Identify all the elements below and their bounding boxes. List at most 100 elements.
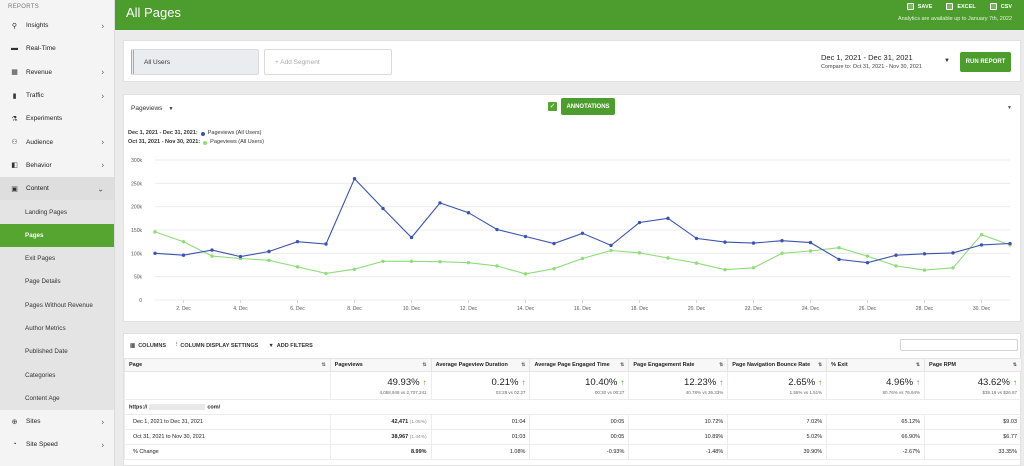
sort-icon[interactable]: ⇅ bbox=[817, 362, 823, 368]
data-point-previous[interactable] bbox=[552, 267, 556, 271]
data-point-current[interactable] bbox=[381, 206, 385, 211]
collapse-icon[interactable]: ▼ bbox=[1007, 105, 1012, 111]
data-point-previous[interactable] bbox=[637, 251, 642, 255]
sidebar-item-site-speed[interactable]: ◔ Site Speed › bbox=[0, 433, 114, 456]
data-point-current[interactable] bbox=[751, 241, 756, 245]
data-point-current[interactable] bbox=[352, 176, 357, 181]
data-point-current[interactable] bbox=[808, 240, 813, 245]
data-point-previous[interactable] bbox=[153, 230, 157, 234]
column-display-settings-button[interactable]: ⫶ COLUMN DISPLAY SETTINGS bbox=[176, 342, 258, 349]
sidebar-item-real-time[interactable]: ▬ Real-Time bbox=[0, 37, 114, 60]
data-point-previous[interactable] bbox=[751, 266, 756, 270]
sort-icon[interactable]: ⇅ bbox=[422, 362, 427, 368]
sort-icon[interactable]: ⇅ bbox=[719, 362, 724, 368]
sidebar-item-sites[interactable]: ⊕ Sites › bbox=[0, 410, 114, 433]
annotations-button[interactable]: ANNOTATIONS bbox=[561, 98, 615, 115]
data-point-current[interactable] bbox=[580, 231, 585, 235]
data-point-current[interactable] bbox=[609, 243, 613, 248]
excel-button[interactable]: EXCEL bbox=[946, 3, 976, 10]
date-caret-icon[interactable]: ▼ bbox=[944, 58, 950, 64]
data-point-current[interactable] bbox=[324, 242, 328, 246]
segment-all-users[interactable]: All Users bbox=[131, 49, 259, 75]
data-point-previous[interactable] bbox=[694, 261, 699, 265]
data-point-current[interactable] bbox=[780, 239, 784, 243]
column-header-page-navigation-bounce-rate[interactable]: Page Navigation Bounce Rate ⇅ bbox=[727, 358, 828, 372]
sort-icon[interactable]: ⇅ bbox=[321, 362, 326, 368]
data-point-previous[interactable] bbox=[666, 256, 670, 260]
sidebar-subitem-landing-pages[interactable]: Landing Pages bbox=[0, 200, 114, 224]
add-segment-field[interactable]: + Add Segment bbox=[264, 49, 392, 75]
data-point-current[interactable] bbox=[295, 239, 300, 244]
data-point-previous[interactable] bbox=[808, 249, 813, 253]
table-row[interactable]: % Change 8.99% 1.08% -0.93% -1.48% 39.90% -2.6… bbox=[124, 444, 1022, 460]
data-point-current[interactable] bbox=[238, 254, 243, 259]
data-point-previous[interactable] bbox=[780, 251, 784, 256]
data-point-previous[interactable] bbox=[210, 254, 214, 258]
column-header--exit[interactable]: % Exit ⇅ bbox=[826, 358, 926, 372]
column-header-page[interactable]: Page ⇅ bbox=[124, 358, 331, 372]
data-point-current[interactable] bbox=[466, 211, 471, 215]
columns-button[interactable]: ▥ COLUMNS bbox=[130, 342, 166, 349]
csv-button[interactable]: CSV bbox=[989, 3, 1012, 10]
data-point-current[interactable] bbox=[523, 234, 528, 239]
column-header-page-rpm[interactable]: Page RPM ⇅ bbox=[924, 358, 1022, 372]
column-header-average-page-engaged-time[interactable]: Average Page Engaged Time ⇅ bbox=[529, 358, 630, 372]
data-point-previous[interactable] bbox=[352, 267, 357, 271]
annotations-checkbox[interactable]: ✓ bbox=[548, 102, 557, 111]
sidebar-item-revenue[interactable]: ▦ Revenue › bbox=[0, 61, 114, 84]
save-button[interactable]: SAVE bbox=[906, 3, 932, 10]
data-point-previous[interactable] bbox=[409, 259, 414, 263]
data-point-previous[interactable] bbox=[723, 267, 727, 272]
data-point-previous[interactable] bbox=[580, 256, 585, 261]
sidebar-item-content[interactable]: ▣ Content ⌄ bbox=[0, 177, 114, 201]
sidebar-subitem-author-metrics[interactable]: Author Metrics bbox=[0, 316, 114, 341]
data-point-current[interactable] bbox=[552, 241, 556, 246]
data-point-current[interactable] bbox=[495, 227, 499, 232]
sort-icon[interactable]: ⇅ bbox=[521, 362, 526, 368]
sidebar-item-experiments[interactable]: ⚗ Experiments bbox=[0, 107, 114, 130]
sidebar-item-audience[interactable]: ⚇ Audience › bbox=[0, 130, 114, 153]
sort-icon[interactable]: ⇅ bbox=[915, 362, 921, 368]
run-report-button[interactable]: RUN REPORT bbox=[960, 52, 1011, 72]
data-point-current[interactable] bbox=[267, 249, 271, 254]
column-header-pageviews[interactable]: Pageviews ⇅ bbox=[329, 358, 432, 372]
data-point-current[interactable] bbox=[951, 251, 955, 255]
sidebar-subitem-pages[interactable]: Pages bbox=[0, 223, 114, 247]
sidebar-item-traffic[interactable]: ▮ Traffic › bbox=[0, 84, 114, 107]
data-point-current[interactable] bbox=[153, 251, 157, 256]
data-point-previous[interactable] bbox=[865, 254, 870, 258]
data-point-previous[interactable] bbox=[438, 260, 442, 264]
column-header-average-pageview-duration[interactable]: Average Pageview Duration ⇅ bbox=[430, 358, 531, 372]
table-row[interactable]: Dec 1, 2021 to Dec 31, 2021 42,471 (1.05%… bbox=[124, 414, 1022, 430]
data-point-previous[interactable] bbox=[837, 246, 841, 250]
page-url-cell[interactable]: https:// com/ bbox=[124, 399, 1022, 415]
data-point-current[interactable] bbox=[181, 253, 186, 257]
data-point-current[interactable] bbox=[637, 220, 642, 225]
sidebar-subitem-exit-pages[interactable]: Exit Pages bbox=[0, 246, 114, 271]
sidebar-item-behavior[interactable]: ◧ Behavior › bbox=[0, 154, 114, 177]
data-point-current[interactable] bbox=[694, 236, 699, 241]
data-point-previous[interactable] bbox=[894, 264, 898, 268]
sidebar-subitem-page-details[interactable]: Page Details bbox=[0, 270, 114, 294]
data-point-previous[interactable] bbox=[295, 265, 300, 269]
data-point-previous[interactable] bbox=[324, 271, 328, 276]
data-point-current[interactable] bbox=[210, 248, 214, 252]
table-search-input[interactable] bbox=[900, 339, 1018, 351]
data-point-previous[interactable] bbox=[267, 258, 271, 263]
data-point-current[interactable] bbox=[865, 260, 870, 265]
table-row[interactable]: https:// com/ bbox=[124, 399, 1022, 415]
add-filters-button[interactable]: ▼ ADD FILTERS bbox=[268, 342, 312, 349]
data-point-current[interactable] bbox=[723, 240, 727, 244]
sort-icon[interactable]: ⇅ bbox=[620, 362, 625, 368]
data-point-current[interactable] bbox=[922, 252, 927, 256]
data-point-previous[interactable] bbox=[181, 239, 186, 244]
data-point-previous[interactable] bbox=[466, 260, 471, 265]
data-point-current[interactable] bbox=[894, 253, 898, 257]
data-point-current[interactable] bbox=[438, 201, 442, 205]
data-point-previous[interactable] bbox=[951, 266, 955, 270]
data-point-current[interactable] bbox=[666, 216, 670, 221]
table-row[interactable]: Oct 31, 2021 to Nov 30, 2021 38,967 (1.44… bbox=[124, 429, 1022, 445]
metric-select[interactable]: Pageviews ▼ bbox=[131, 105, 173, 112]
sidebar-subitem-content-age[interactable]: Content Age bbox=[0, 386, 114, 411]
data-point-current[interactable] bbox=[409, 235, 414, 240]
